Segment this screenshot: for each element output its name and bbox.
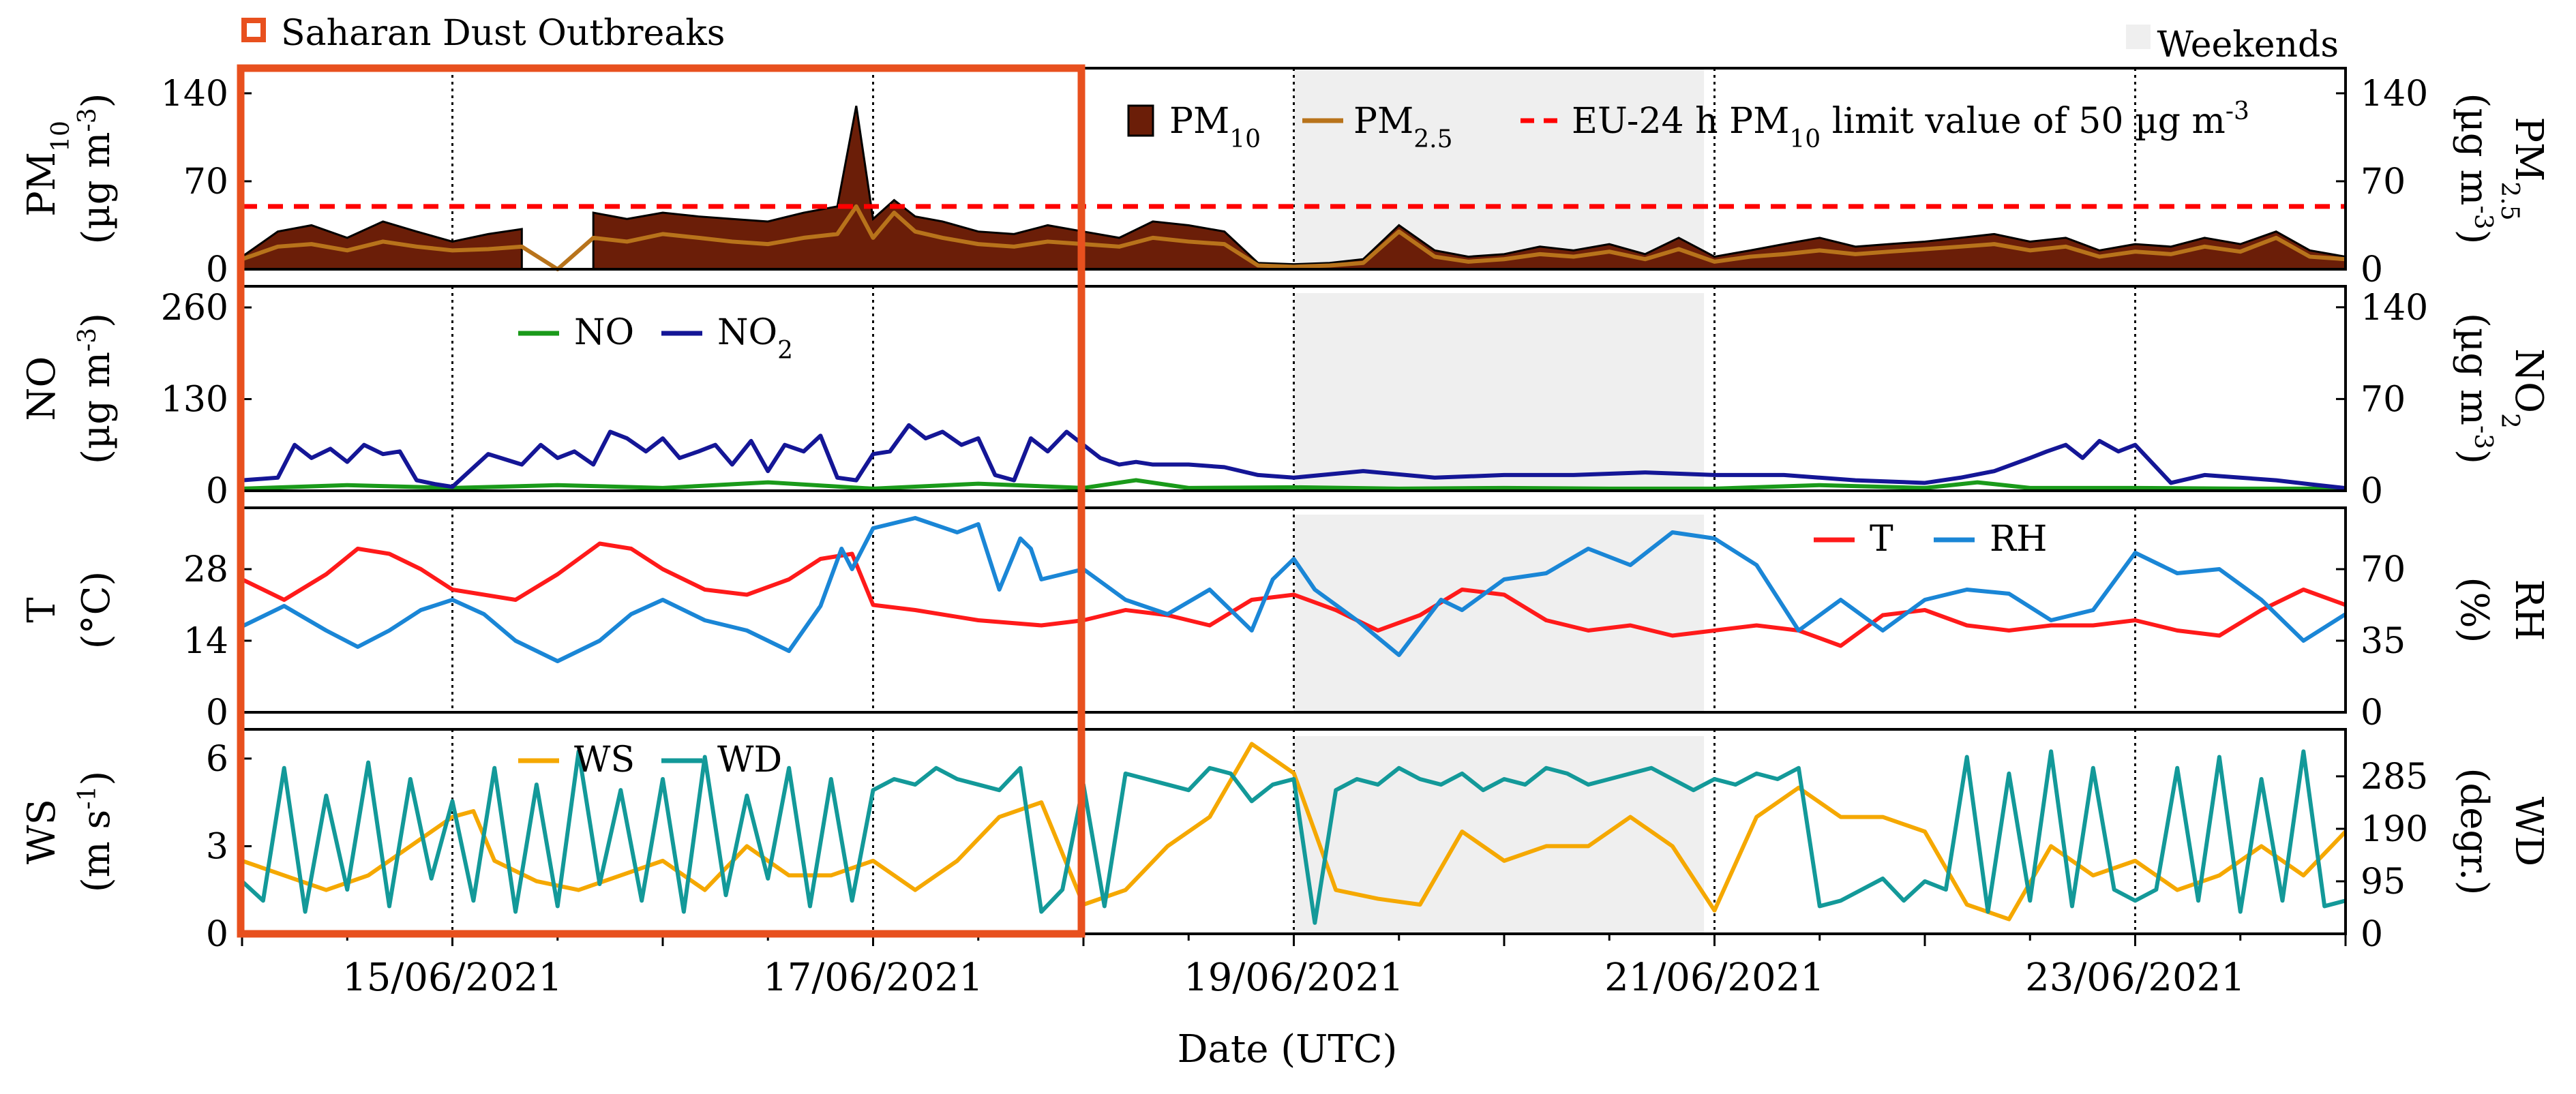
y-axis-label-left: T (°C): [20, 571, 119, 650]
y-axis-label-left: NO (µg m-3): [20, 313, 119, 464]
series-pm25-line: [241, 204, 2346, 271]
legend-label-eu-limit: EU-24 h PM10 limit value of 50 µg m-3: [1572, 97, 2249, 153]
y-label-right-main: WD: [2506, 797, 2551, 866]
y-tick-label-right: 0: [2361, 249, 2383, 290]
y-tick-label-right: 190: [2361, 809, 2428, 850]
y-tick-label-right: 70: [2361, 379, 2406, 420]
y-axis-label-left: PM10 (µg m-3): [20, 93, 119, 245]
x-axis-label: Date (UTC): [1178, 1027, 1398, 1072]
y-axis-label-right: PM2.5(µg m-3): [2452, 93, 2551, 245]
x-axis: 15/06/2021 17/06/2021 19/06/2021 21/06/2021…: [241, 934, 2347, 1000]
y-tick-label-right: 95: [2361, 862, 2406, 902]
saharan-dust-box: [237, 64, 1085, 938]
y-axis-label-right: WD(degr.): [2452, 768, 2551, 896]
legend-label-ws: WS: [574, 740, 635, 780]
saharan-legend-label: Saharan Dust Outbreaks: [281, 13, 725, 54]
x-tick-label: 19/06/2021: [1184, 956, 1404, 1000]
y-axis-label-right: NO2(µg m-3): [2452, 313, 2551, 464]
y-label-left-main: PM10: [20, 121, 75, 217]
legend-label-pm10: PM10: [1169, 101, 1261, 153]
y-tick-label-left: 260: [161, 288, 228, 329]
y-tick-label-left: 140: [161, 74, 228, 115]
weekends-legend-label: Weekends: [2157, 25, 2339, 65]
y-tick-label-right: 0: [2361, 471, 2383, 512]
legend-label-wd: WD: [717, 740, 782, 780]
y-tick-label-right: 140: [2361, 74, 2428, 115]
y-label-left-main: T: [20, 597, 64, 622]
legend-swatch-pm10: [1127, 104, 1154, 137]
x-tick-label: 15/06/2021: [342, 956, 563, 1000]
y-label-right-main: PM2.5: [2496, 117, 2551, 220]
y-tick-label-left: 130: [161, 380, 228, 421]
series-rh-line: [241, 516, 2347, 663]
y-tick-label-left: 0: [206, 693, 228, 733]
y-label-right-unit: (µg m-3): [2452, 93, 2498, 245]
y-label-right-main: RH: [2506, 579, 2551, 641]
legend-label-no2: NO2: [717, 312, 793, 365]
y-label-left-unit: (m s-1): [74, 771, 119, 892]
y-tick-label-left: 6: [206, 739, 228, 780]
y-tick-label-left: 70: [183, 162, 228, 202]
y-tick-label-left: 14: [183, 621, 228, 662]
y-tick-label-left: 0: [206, 914, 228, 955]
weekend-shading: [1293, 736, 1705, 934]
y-tick-label-right: 35: [2361, 621, 2406, 662]
x-tick-label: 21/06/2021: [1604, 956, 1825, 1000]
y-label-left-unit: (°C): [74, 571, 119, 650]
y-tick-label-right: 70: [2361, 549, 2406, 590]
y-label-left-unit: (µg m-3): [74, 313, 119, 464]
legend-label-pm25: PM2.5: [1353, 101, 1453, 153]
legend-label-rh: RH: [1990, 519, 2048, 560]
y-axis-label-right: RH(%): [2452, 577, 2551, 643]
y-tick-label-right: 140: [2361, 288, 2428, 329]
y-tick-label-right: 0: [2361, 914, 2383, 955]
x-tick-label: 17/06/2021: [763, 956, 983, 1000]
weekend-shading: [1293, 515, 1705, 712]
x-tick-label: 23/06/2021: [2025, 956, 2245, 1000]
y-label-left-main: NO: [20, 356, 64, 421]
y-tick-label-right: 285: [2361, 757, 2428, 797]
series-wd-line: [240, 749, 2346, 925]
y-tick-label-left: 0: [206, 471, 228, 512]
y-tick-label-right: 0: [2361, 693, 2383, 733]
y-tick-label-left: 0: [206, 249, 228, 290]
y-label-right-main: NO2: [2496, 348, 2551, 429]
series-t-line: [241, 541, 2347, 648]
series-no2-line: [241, 423, 2346, 491]
pm10-area: [241, 106, 2347, 271]
y-label-left-unit: (µg m-3): [74, 93, 119, 245]
legend-label-t: T: [1870, 519, 1893, 560]
saharan-legend-swatch: [241, 18, 266, 42]
y-tick-label-left: 3: [206, 826, 228, 867]
series-no-line: [241, 478, 2346, 491]
legend-label-no: NO: [574, 312, 634, 353]
y-label-left-main: WS: [20, 799, 64, 864]
y-label-right-unit: (degr.): [2452, 768, 2496, 896]
weekends-legend-swatch: [2126, 25, 2151, 49]
y-tick-label-right: 70: [2361, 162, 2406, 202]
weekend-shading: [1293, 293, 1705, 491]
y-axis-label-left: WS (m s-1): [20, 771, 119, 892]
y-tick-label-left: 28: [183, 549, 228, 590]
y-label-right-unit: (µg m-3): [2452, 313, 2498, 464]
y-label-right-unit: (%): [2452, 577, 2496, 643]
weekend-shading: [1293, 68, 1705, 269]
